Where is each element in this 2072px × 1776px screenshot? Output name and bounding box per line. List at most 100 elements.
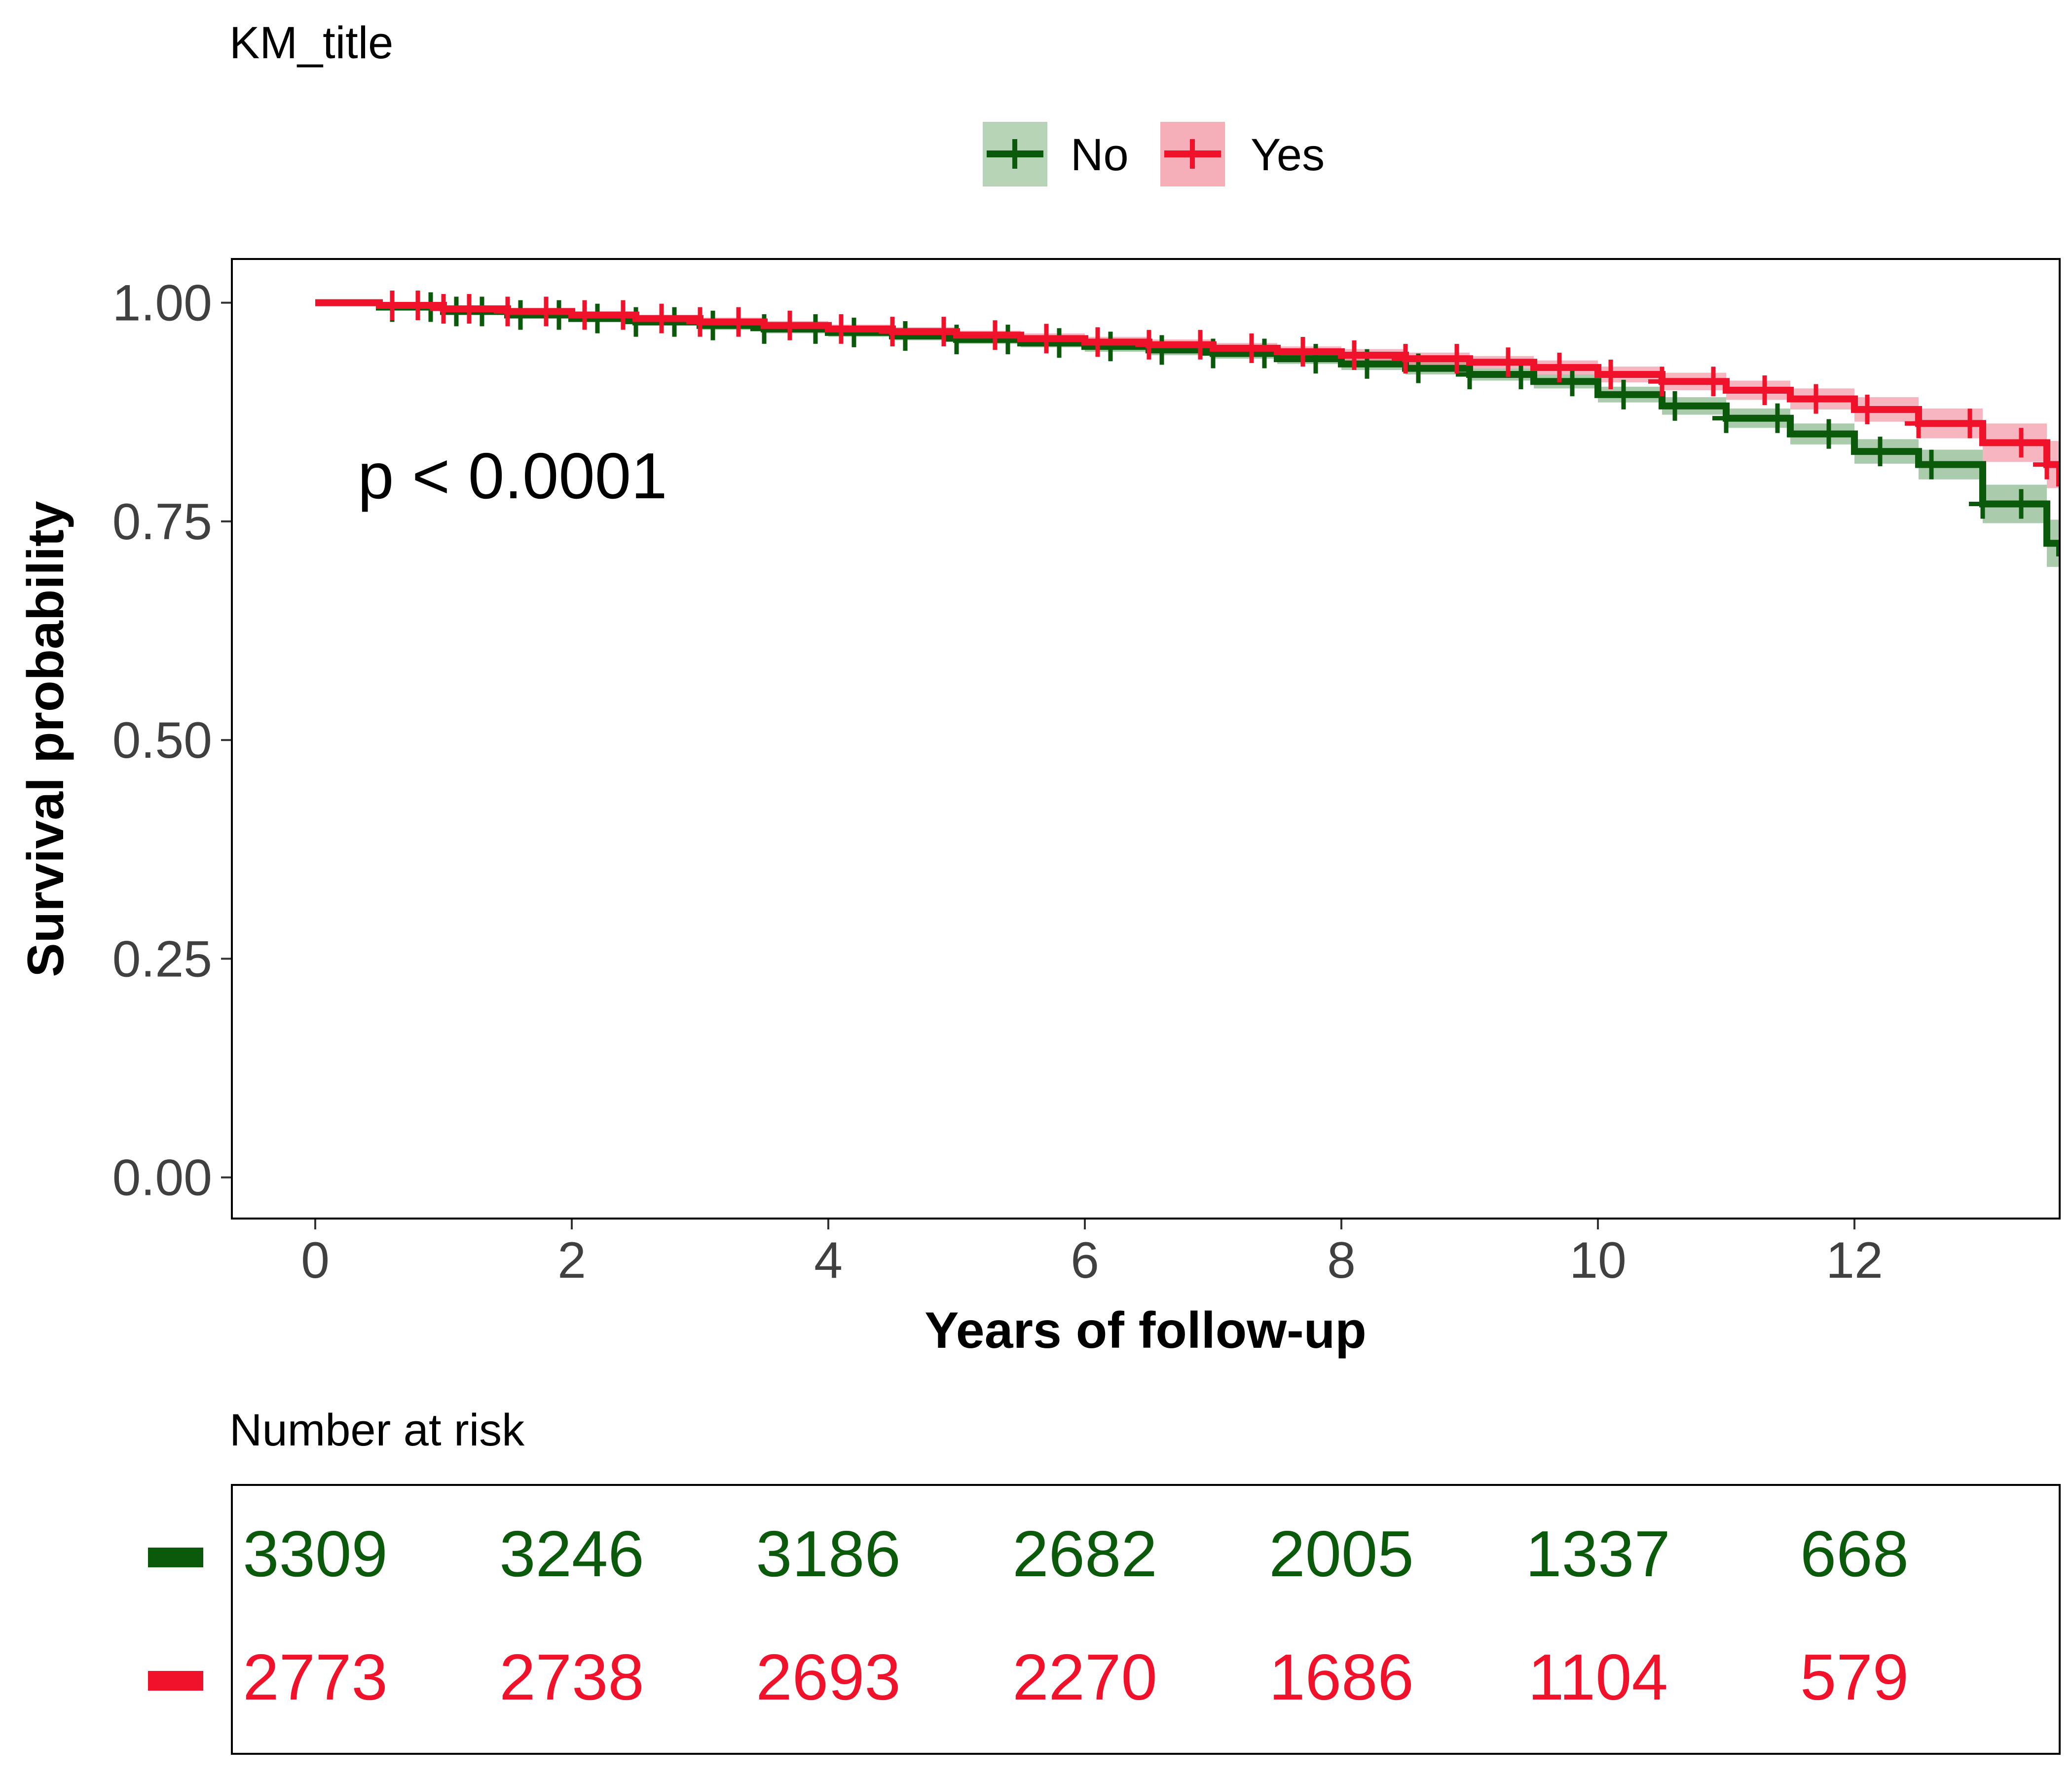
y-tick-label-1: 0.25 bbox=[112, 930, 212, 988]
y-axis-label: Survival probability bbox=[17, 501, 74, 977]
censor-mark-yes-6 bbox=[571, 300, 598, 330]
legend-label-no: No bbox=[1071, 130, 1129, 180]
x-axis-label: Years of follow-up bbox=[925, 1302, 1367, 1359]
censor-mark-yes-20 bbox=[1238, 333, 1265, 363]
censor-mark-no-35 bbox=[2007, 489, 2035, 519]
risk-count-no-5: 1337 bbox=[1525, 1517, 1670, 1590]
y-tick-label-2: 0.50 bbox=[112, 712, 212, 769]
censor-mark-no-30 bbox=[1764, 403, 1791, 433]
censor-mark-yes-31 bbox=[1802, 384, 1830, 414]
chart-title: KM_title bbox=[229, 18, 393, 68]
risk-count-no-3: 2682 bbox=[1012, 1517, 1157, 1590]
censor-mark-yes-9 bbox=[686, 307, 714, 337]
censor-mark-yes-12 bbox=[827, 314, 855, 344]
censor-mark-yes-7 bbox=[609, 300, 637, 330]
censor-mark-yes-22 bbox=[1340, 340, 1368, 370]
censor-mark-no-18 bbox=[1148, 335, 1176, 365]
censor-mark-yes-0 bbox=[378, 290, 406, 320]
censor-mark-yes-33 bbox=[1905, 408, 1932, 439]
censor-mark-yes-14 bbox=[930, 317, 958, 347]
censor-mark-no-34 bbox=[1969, 489, 1997, 519]
censor-mark-no-13 bbox=[891, 321, 919, 351]
x-tick-label-3: 6 bbox=[1071, 1232, 1099, 1289]
censor-mark-yes-11 bbox=[776, 310, 804, 340]
risk-count-no-2: 3186 bbox=[756, 1517, 901, 1590]
censor-mark-yes-15 bbox=[981, 320, 1009, 350]
risk-table-title: Number at risk bbox=[229, 1405, 525, 1455]
legend-label-yes: Yes bbox=[1251, 130, 1325, 180]
series-layer bbox=[315, 290, 2060, 583]
censor-mark-no-20 bbox=[1251, 338, 1278, 369]
censor-mark-no-28 bbox=[1661, 391, 1689, 421]
censor-mark-yes-19 bbox=[1186, 330, 1214, 360]
censor-mark-no-9 bbox=[699, 310, 727, 340]
censor-mark-no-5 bbox=[545, 300, 573, 330]
x-tick-label-1: 2 bbox=[557, 1232, 586, 1289]
censor-mark-yes-23 bbox=[1392, 344, 1419, 374]
risk-count-yes-6: 579 bbox=[1800, 1641, 1909, 1713]
y-tick-label-0: 0.00 bbox=[112, 1149, 212, 1207]
censor-mark-no-17 bbox=[1097, 332, 1124, 362]
x-tick-label-0: 0 bbox=[301, 1232, 330, 1289]
censor-mark-yes-35 bbox=[2007, 428, 2035, 458]
censor-mark-no-32 bbox=[1866, 437, 1894, 467]
y-tick-label-4: 1.00 bbox=[112, 275, 212, 332]
risk-count-yes-5: 1104 bbox=[1528, 1641, 1668, 1713]
risk-count-yes-0: 2773 bbox=[243, 1641, 388, 1713]
censor-mark-yes-29 bbox=[1700, 367, 1727, 397]
censor-mark-yes-32 bbox=[1853, 394, 1881, 424]
censor-mark-yes-26 bbox=[1546, 352, 1573, 382]
x-tick-label-4: 8 bbox=[1327, 1232, 1356, 1289]
censor-mark-yes-18 bbox=[1135, 330, 1163, 360]
x-tick-label-5: 10 bbox=[1569, 1232, 1627, 1289]
censor-mark-yes-34 bbox=[1956, 408, 1984, 439]
censor-mark-no-4 bbox=[507, 300, 534, 330]
censor-mark-no-12 bbox=[840, 317, 868, 347]
censor-mark-no-26 bbox=[1558, 367, 1586, 397]
censor-mark-yes-2 bbox=[430, 294, 457, 324]
p-value-annotation: p < 0.0001 bbox=[358, 440, 667, 512]
risk-count-yes-2: 2693 bbox=[756, 1641, 901, 1713]
censor-mark-yes-3 bbox=[455, 294, 483, 324]
x-tick-label-2: 4 bbox=[814, 1232, 843, 1289]
censor-mark-no-29 bbox=[1712, 403, 1740, 433]
censor-mark-yes-4 bbox=[494, 296, 521, 327]
censor-mark-yes-25 bbox=[1494, 347, 1522, 377]
y-tick-label-3: 0.75 bbox=[112, 493, 212, 551]
censor-mark-yes-17 bbox=[1084, 327, 1111, 357]
censor-mark-no-6 bbox=[584, 303, 611, 333]
censor-mark-yes-1 bbox=[404, 290, 432, 320]
censor-mark-yes-13 bbox=[879, 317, 906, 347]
censor-mark-no-33 bbox=[1918, 449, 1945, 480]
censor-mark-no-8 bbox=[661, 307, 688, 337]
censor-mark-yes-16 bbox=[1033, 324, 1060, 354]
censor-mark-yes-21 bbox=[1289, 336, 1317, 367]
risk-count-no-6: 668 bbox=[1800, 1517, 1909, 1590]
risk-table: 3309 3246 3186 2682 2005 1337 668 2773 2738 2693 2… bbox=[148, 1517, 1909, 1713]
risk-row-key-no bbox=[148, 1548, 203, 1567]
censor-mark-yes-5 bbox=[532, 296, 560, 327]
risk-table-frame bbox=[231, 1484, 2061, 1755]
risk-count-yes-1: 2738 bbox=[499, 1641, 644, 1713]
risk-count-yes-4: 1686 bbox=[1269, 1641, 1414, 1713]
censor-mark-yes-28 bbox=[1648, 367, 1676, 397]
censor-mark-no-27 bbox=[1610, 379, 1637, 409]
risk-row-key-yes bbox=[148, 1671, 203, 1691]
risk-count-no-0: 3309 bbox=[243, 1517, 388, 1590]
x-tick-label-6: 12 bbox=[1826, 1232, 1883, 1289]
censor-mark-no-16 bbox=[1045, 328, 1073, 358]
censor-mark-no-15 bbox=[994, 325, 1022, 355]
plot-frame bbox=[231, 258, 2061, 1220]
legend: No Yes bbox=[981, 120, 1325, 188]
censor-mark-yes-30 bbox=[1751, 375, 1778, 405]
censor-mark-no-11 bbox=[802, 314, 829, 344]
censor-mark-yes-8 bbox=[648, 303, 675, 333]
censor-mark-no-31 bbox=[1815, 419, 1843, 449]
censor-mark-yes-10 bbox=[725, 307, 752, 337]
plot-area: 0.00 0.25 0.50 0.75 1.00 0 2 4 6 8 10 12 bbox=[112, 275, 2060, 1289]
censor-mark-yes-36 bbox=[2033, 449, 2060, 480]
risk-count-yes-3: 2270 bbox=[1012, 1641, 1157, 1713]
censor-mark-yes-24 bbox=[1443, 344, 1471, 374]
risk-count-no-4: 2005 bbox=[1269, 1517, 1414, 1590]
